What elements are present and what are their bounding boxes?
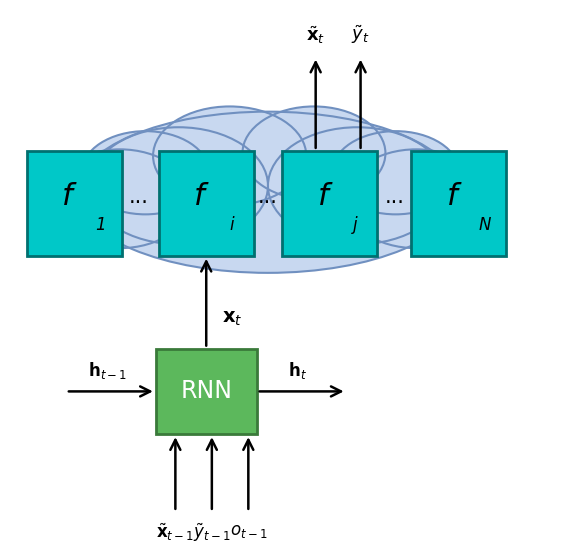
- Text: $\mathbf{x}_t$: $\mathbf{x}_t$: [222, 309, 243, 327]
- FancyBboxPatch shape: [27, 151, 122, 256]
- Text: ···: ···: [129, 193, 149, 214]
- Text: ···: ···: [258, 193, 278, 214]
- Text: $\tilde{y}_t$: $\tilde{y}_t$: [351, 23, 370, 46]
- Text: f: f: [62, 182, 73, 211]
- Text: $\mathbf{h}_{t-1}$: $\mathbf{h}_{t-1}$: [89, 360, 127, 381]
- Text: f: f: [318, 182, 328, 211]
- Text: $\tilde{\mathbf{x}}_{t-1}$: $\tilde{\mathbf{x}}_{t-1}$: [156, 522, 195, 543]
- Text: RNN: RNN: [180, 379, 232, 404]
- Ellipse shape: [345, 150, 487, 248]
- Ellipse shape: [268, 127, 447, 244]
- Text: f: f: [447, 182, 457, 211]
- Ellipse shape: [243, 106, 385, 200]
- Text: j: j: [353, 216, 358, 235]
- Text: $\tilde{y}_{t-1}$: $\tilde{y}_{t-1}$: [193, 522, 231, 544]
- FancyBboxPatch shape: [282, 151, 377, 256]
- Text: 1: 1: [95, 216, 105, 235]
- Ellipse shape: [82, 131, 209, 215]
- Ellipse shape: [77, 112, 460, 273]
- Text: f: f: [194, 182, 205, 211]
- Text: $\mathbf{h}_{t}$: $\mathbf{h}_{t}$: [288, 360, 307, 381]
- Text: i: i: [230, 216, 235, 235]
- Ellipse shape: [332, 131, 460, 215]
- Ellipse shape: [153, 106, 306, 205]
- FancyBboxPatch shape: [158, 151, 254, 256]
- Ellipse shape: [49, 150, 191, 248]
- Text: N: N: [478, 216, 491, 235]
- FancyBboxPatch shape: [156, 349, 257, 434]
- Text: ···: ···: [384, 193, 404, 214]
- Ellipse shape: [89, 127, 268, 244]
- FancyBboxPatch shape: [411, 151, 506, 256]
- Text: $\tilde{\mathbf{x}}_t$: $\tilde{\mathbf{x}}_t$: [306, 24, 325, 46]
- Text: $o_{t-1}$: $o_{t-1}$: [230, 522, 267, 540]
